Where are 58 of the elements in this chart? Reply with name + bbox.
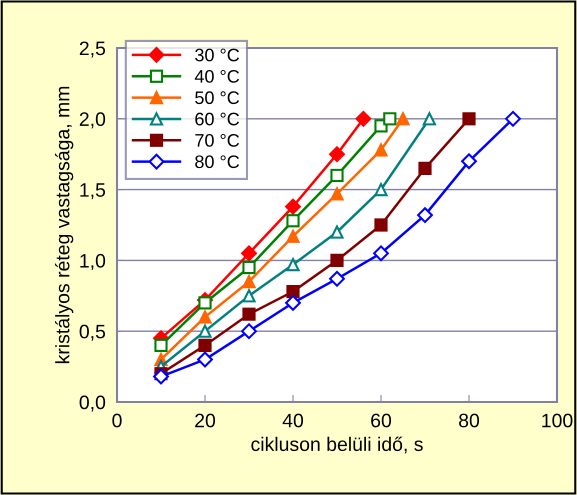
point bbox=[197, 352, 213, 368]
x-tick-label: 20 bbox=[195, 414, 216, 428]
point bbox=[330, 225, 344, 239]
x-tick-label: 100 bbox=[542, 414, 572, 428]
y-tick-label: 1,0 bbox=[80, 254, 106, 270]
y-axis-title: kristályos réteg vastagsága, mm bbox=[54, 86, 74, 364]
point bbox=[374, 183, 388, 196]
point bbox=[374, 143, 388, 157]
y-tick-label: 1,5 bbox=[80, 183, 106, 200]
point bbox=[286, 230, 300, 243]
point bbox=[329, 270, 345, 287]
legend-label: 70 °C bbox=[195, 134, 240, 147]
point bbox=[286, 214, 300, 228]
point bbox=[242, 275, 256, 288]
legend-label: 60 °C bbox=[195, 112, 240, 126]
legend-label: 30 °C bbox=[195, 48, 240, 62]
point bbox=[422, 112, 436, 126]
y-tick-label: 0,0 bbox=[80, 395, 106, 412]
point bbox=[154, 338, 168, 352]
point bbox=[330, 187, 344, 200]
point bbox=[198, 296, 212, 310]
legend-label: 50 °C bbox=[195, 91, 240, 104]
point bbox=[242, 308, 256, 321]
x-axis-title: cikluson belüli idő, s bbox=[251, 436, 423, 454]
point bbox=[285, 198, 301, 215]
point bbox=[396, 112, 410, 126]
point bbox=[285, 294, 301, 311]
point bbox=[242, 289, 256, 302]
point bbox=[383, 112, 396, 126]
point bbox=[241, 245, 257, 262]
point bbox=[373, 245, 389, 262]
point bbox=[241, 323, 257, 340]
point bbox=[330, 168, 344, 182]
point bbox=[153, 368, 169, 384]
point bbox=[418, 162, 432, 175]
y-tick-label: 0,5 bbox=[80, 324, 106, 341]
point bbox=[330, 254, 344, 267]
point bbox=[286, 284, 300, 298]
x-tick-label: 60 bbox=[371, 414, 392, 428]
point bbox=[198, 338, 212, 352]
point bbox=[417, 207, 433, 224]
x-tick-label: 40 bbox=[282, 414, 304, 428]
point bbox=[505, 110, 521, 127]
legend-label: 80 °C bbox=[195, 155, 240, 168]
point bbox=[461, 153, 477, 170]
point bbox=[329, 146, 345, 162]
legend-label: 40 °C bbox=[194, 70, 240, 83]
point bbox=[286, 258, 300, 272]
point bbox=[242, 260, 256, 274]
x-tick-label: 80 bbox=[459, 414, 480, 428]
y-tick-label: 2,5 bbox=[80, 41, 106, 58]
x-tick-label: 0 bbox=[112, 414, 122, 428]
point bbox=[198, 310, 212, 324]
point bbox=[374, 218, 388, 232]
point bbox=[462, 112, 476, 126]
point bbox=[198, 324, 212, 338]
point bbox=[355, 110, 372, 127]
y-tick-label: 2,0 bbox=[80, 112, 106, 128]
